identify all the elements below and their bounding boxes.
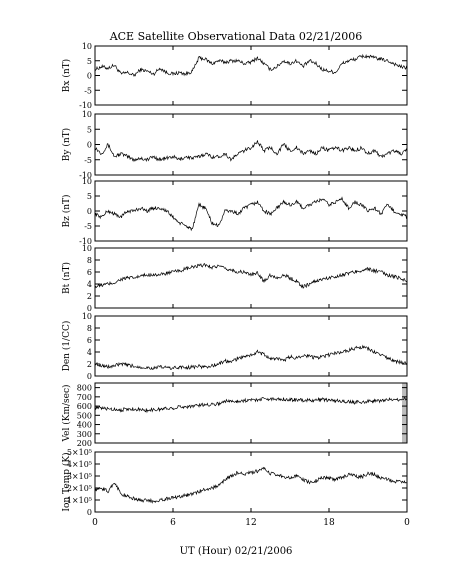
y-axis-label: Den (1/CC)	[61, 321, 72, 372]
y-tick-label: 5	[87, 57, 92, 66]
y-axis-label: By (nT)	[61, 128, 72, 161]
y-tick-label: 0	[87, 141, 92, 150]
panel-1: 10 5 0 -5 -10 Bx (nT)	[61, 42, 408, 110]
y-tick-label: 200	[77, 439, 92, 448]
y-tick-label: 10	[82, 312, 92, 321]
y-axis-label: Ion Temp (K)	[61, 452, 72, 511]
y-tick-label: 700	[77, 393, 92, 402]
y-tick-label: 8	[87, 324, 92, 333]
y-tick-label: 0	[87, 372, 92, 381]
y-tick-label: -5	[84, 222, 92, 231]
y-tick-label: 4×10⁵	[67, 460, 92, 469]
y-tick-label: -5	[84, 156, 92, 165]
y-tick-label: 400	[77, 421, 92, 430]
y-tick-label: 0	[87, 508, 92, 517]
series-line	[94, 344, 408, 370]
y-tick-label: -10	[79, 237, 92, 246]
y-tick-label: 600	[77, 402, 92, 411]
y-tick-label: 10	[82, 177, 92, 186]
y-tick-label: 10	[82, 42, 92, 51]
y-tick-label: 1×10⁵	[67, 496, 92, 505]
y-axis-label: Vel (Km/sec)	[61, 384, 72, 442]
series-line	[94, 262, 408, 289]
x-tick-label: 18	[323, 518, 335, 528]
x-tick-label: 6	[170, 518, 176, 528]
y-tick-label: 800	[77, 384, 92, 393]
y-tick-label: 500	[77, 411, 92, 420]
y-tick-label: 6	[87, 336, 92, 345]
panels: 10 5 0 -5 -10 Bx (nT) 10 5 0 -5 -10 By (nT) 10 5 0 -5 -1…	[61, 42, 410, 528]
y-tick-label: 0	[87, 72, 92, 81]
plot-frame	[94, 382, 408, 444]
plot-frame	[94, 451, 408, 513]
y-tick-label: 5	[87, 192, 92, 201]
y-tick-label: -5	[84, 86, 92, 95]
panel-2: 10 5 0 -5 -10 By (nT)	[61, 110, 408, 180]
y-tick-label: 0	[87, 207, 92, 216]
series-line	[94, 396, 408, 414]
y-tick-label: 10	[82, 244, 92, 253]
plot-frame	[94, 180, 408, 242]
y-tick-label: 2×10⁵	[67, 484, 92, 493]
panel-5: 10 8 6 4 2 0 Den (1/CC)	[61, 312, 408, 381]
x-axis-label: UT (Hour) 02/21/2006	[180, 546, 293, 557]
y-tick-label: 300	[77, 430, 92, 439]
y-tick-label: 4	[87, 348, 92, 357]
y-tick-label: 5	[87, 125, 92, 134]
y-tick-label: 2	[87, 292, 92, 301]
series-line	[94, 140, 408, 163]
y-axis-label: Bx (nT)	[61, 59, 72, 92]
panel-3: 10 5 0 -5 -10 Bz (nT)	[61, 177, 408, 246]
y-tick-label: 2	[87, 360, 92, 369]
panel-4: 10 8 6 4 2 0 Bt (nT)	[61, 244, 408, 313]
data-gap-shading	[402, 383, 407, 443]
y-tick-label: 0	[87, 304, 92, 313]
plot-frame	[94, 247, 408, 309]
series-line	[94, 53, 408, 77]
x-tick-label: 0	[404, 518, 410, 528]
series-line	[94, 466, 408, 504]
y-tick-label: 3×10⁵	[67, 472, 92, 481]
x-tick-label: 12	[245, 518, 256, 528]
y-tick-label: -10	[79, 171, 92, 180]
y-axis-label: Bz (nT)	[61, 194, 72, 227]
y-axis-label: Bt (nT)	[61, 262, 72, 294]
y-tick-label: 8	[87, 256, 92, 265]
plot-frame	[94, 45, 408, 106]
y-tick-label: 10	[82, 110, 92, 119]
y-tick-label: 6	[87, 268, 92, 277]
series-line	[94, 196, 408, 232]
y-tick-label: -10	[79, 101, 92, 110]
plot-frame	[94, 113, 408, 176]
x-tick-label: 0	[92, 518, 98, 528]
chart-title: ACE Satellite Observational Data 02/21/2…	[109, 30, 363, 43]
y-tick-label: 4	[87, 280, 92, 289]
y-tick-label: 5×10⁵	[67, 448, 92, 457]
